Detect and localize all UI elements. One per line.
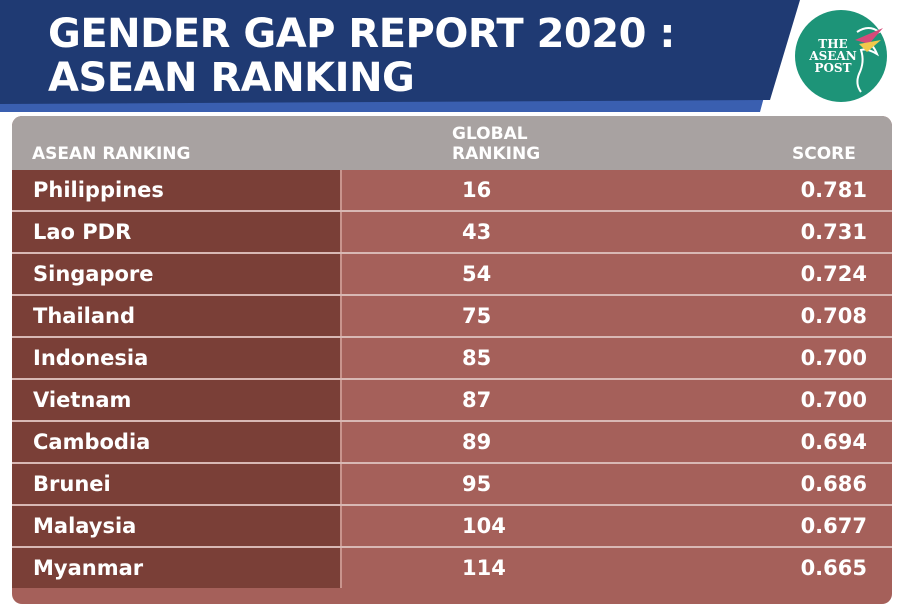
- table-row: Vietnam 87 0.700: [12, 380, 892, 422]
- score-cell: 0.781: [800, 178, 867, 202]
- column-header-global-ranking: GLOBAL RANKING: [452, 124, 541, 164]
- score-cell: 0.677: [800, 514, 867, 538]
- banner-background: [0, 0, 800, 112]
- table-row: Myanmar 114 0.665: [12, 548, 892, 590]
- score-cell: 0.686: [800, 472, 867, 496]
- score-cell: 0.665: [800, 556, 867, 580]
- global-ranking-cell: 85: [462, 346, 492, 370]
- table-row: Thailand 75 0.708: [12, 296, 892, 338]
- table-row: Malaysia 104 0.677: [12, 506, 892, 548]
- country-cell: Brunei: [12, 464, 342, 504]
- column-header-asean-ranking: ASEAN RANKING: [32, 144, 191, 164]
- country-cell: Thailand: [12, 296, 342, 336]
- score-cell: 0.731: [800, 220, 867, 244]
- global-ranking-cell: 75: [462, 304, 492, 328]
- page-title: GENDER GAP REPORT 2020 : ASEAN RANKING: [48, 12, 675, 100]
- global-ranking-cell: 104: [462, 514, 506, 538]
- score-cell: 0.700: [800, 346, 867, 370]
- table-row: Indonesia 85 0.700: [12, 338, 892, 380]
- country-cell: Indonesia: [12, 338, 342, 378]
- country-cell: Singapore: [12, 254, 342, 294]
- score-cell: 0.724: [800, 262, 867, 286]
- table-body: Philippines 16 0.781 Lao PDR 43 0.731 Singapor…: [12, 170, 892, 590]
- column-header-score: SCORE: [792, 144, 856, 164]
- country-cell: Lao PDR: [12, 212, 342, 252]
- title-line-2: ASEAN RANKING: [48, 55, 415, 101]
- logo-text: THE ASEAN POST: [809, 37, 857, 75]
- table-row: Singapore 54 0.724: [12, 254, 892, 296]
- global-ranking-cell: 87: [462, 388, 492, 412]
- title-banner: GENDER GAP REPORT 2020 : ASEAN RANKING: [0, 0, 900, 130]
- country-cell: Philippines: [12, 170, 342, 210]
- title-line-1: GENDER GAP REPORT 2020 :: [48, 11, 675, 57]
- score-cell: 0.694: [800, 430, 867, 454]
- global-ranking-cell: 95: [462, 472, 492, 496]
- ranking-table: ASEAN RANKING GLOBAL RANKING SCORE Phili…: [12, 116, 892, 604]
- global-ranking-cell: 54: [462, 262, 492, 286]
- global-ranking-cell: 114: [462, 556, 506, 580]
- score-cell: 0.700: [800, 388, 867, 412]
- country-cell: Vietnam: [12, 380, 342, 420]
- table-row: Brunei 95 0.686: [12, 464, 892, 506]
- global-ranking-cell: 89: [462, 430, 492, 454]
- the-asean-post-logo: THE ASEAN POST: [795, 10, 887, 102]
- table-row: Lao PDR 43 0.731: [12, 212, 892, 254]
- score-cell: 0.708: [800, 304, 867, 328]
- global-ranking-cell: 16: [462, 178, 492, 202]
- banner-main-shape: [0, 0, 800, 104]
- table-header: ASEAN RANKING GLOBAL RANKING SCORE: [12, 116, 892, 170]
- table-row: Cambodia 89 0.694: [12, 422, 892, 464]
- global-ranking-cell: 43: [462, 220, 492, 244]
- country-cell: Myanmar: [12, 548, 342, 588]
- country-cell: Cambodia: [12, 422, 342, 462]
- table-row: Philippines 16 0.781: [12, 170, 892, 212]
- bird-logo-icon: [855, 27, 883, 93]
- country-cell: Malaysia: [12, 506, 342, 546]
